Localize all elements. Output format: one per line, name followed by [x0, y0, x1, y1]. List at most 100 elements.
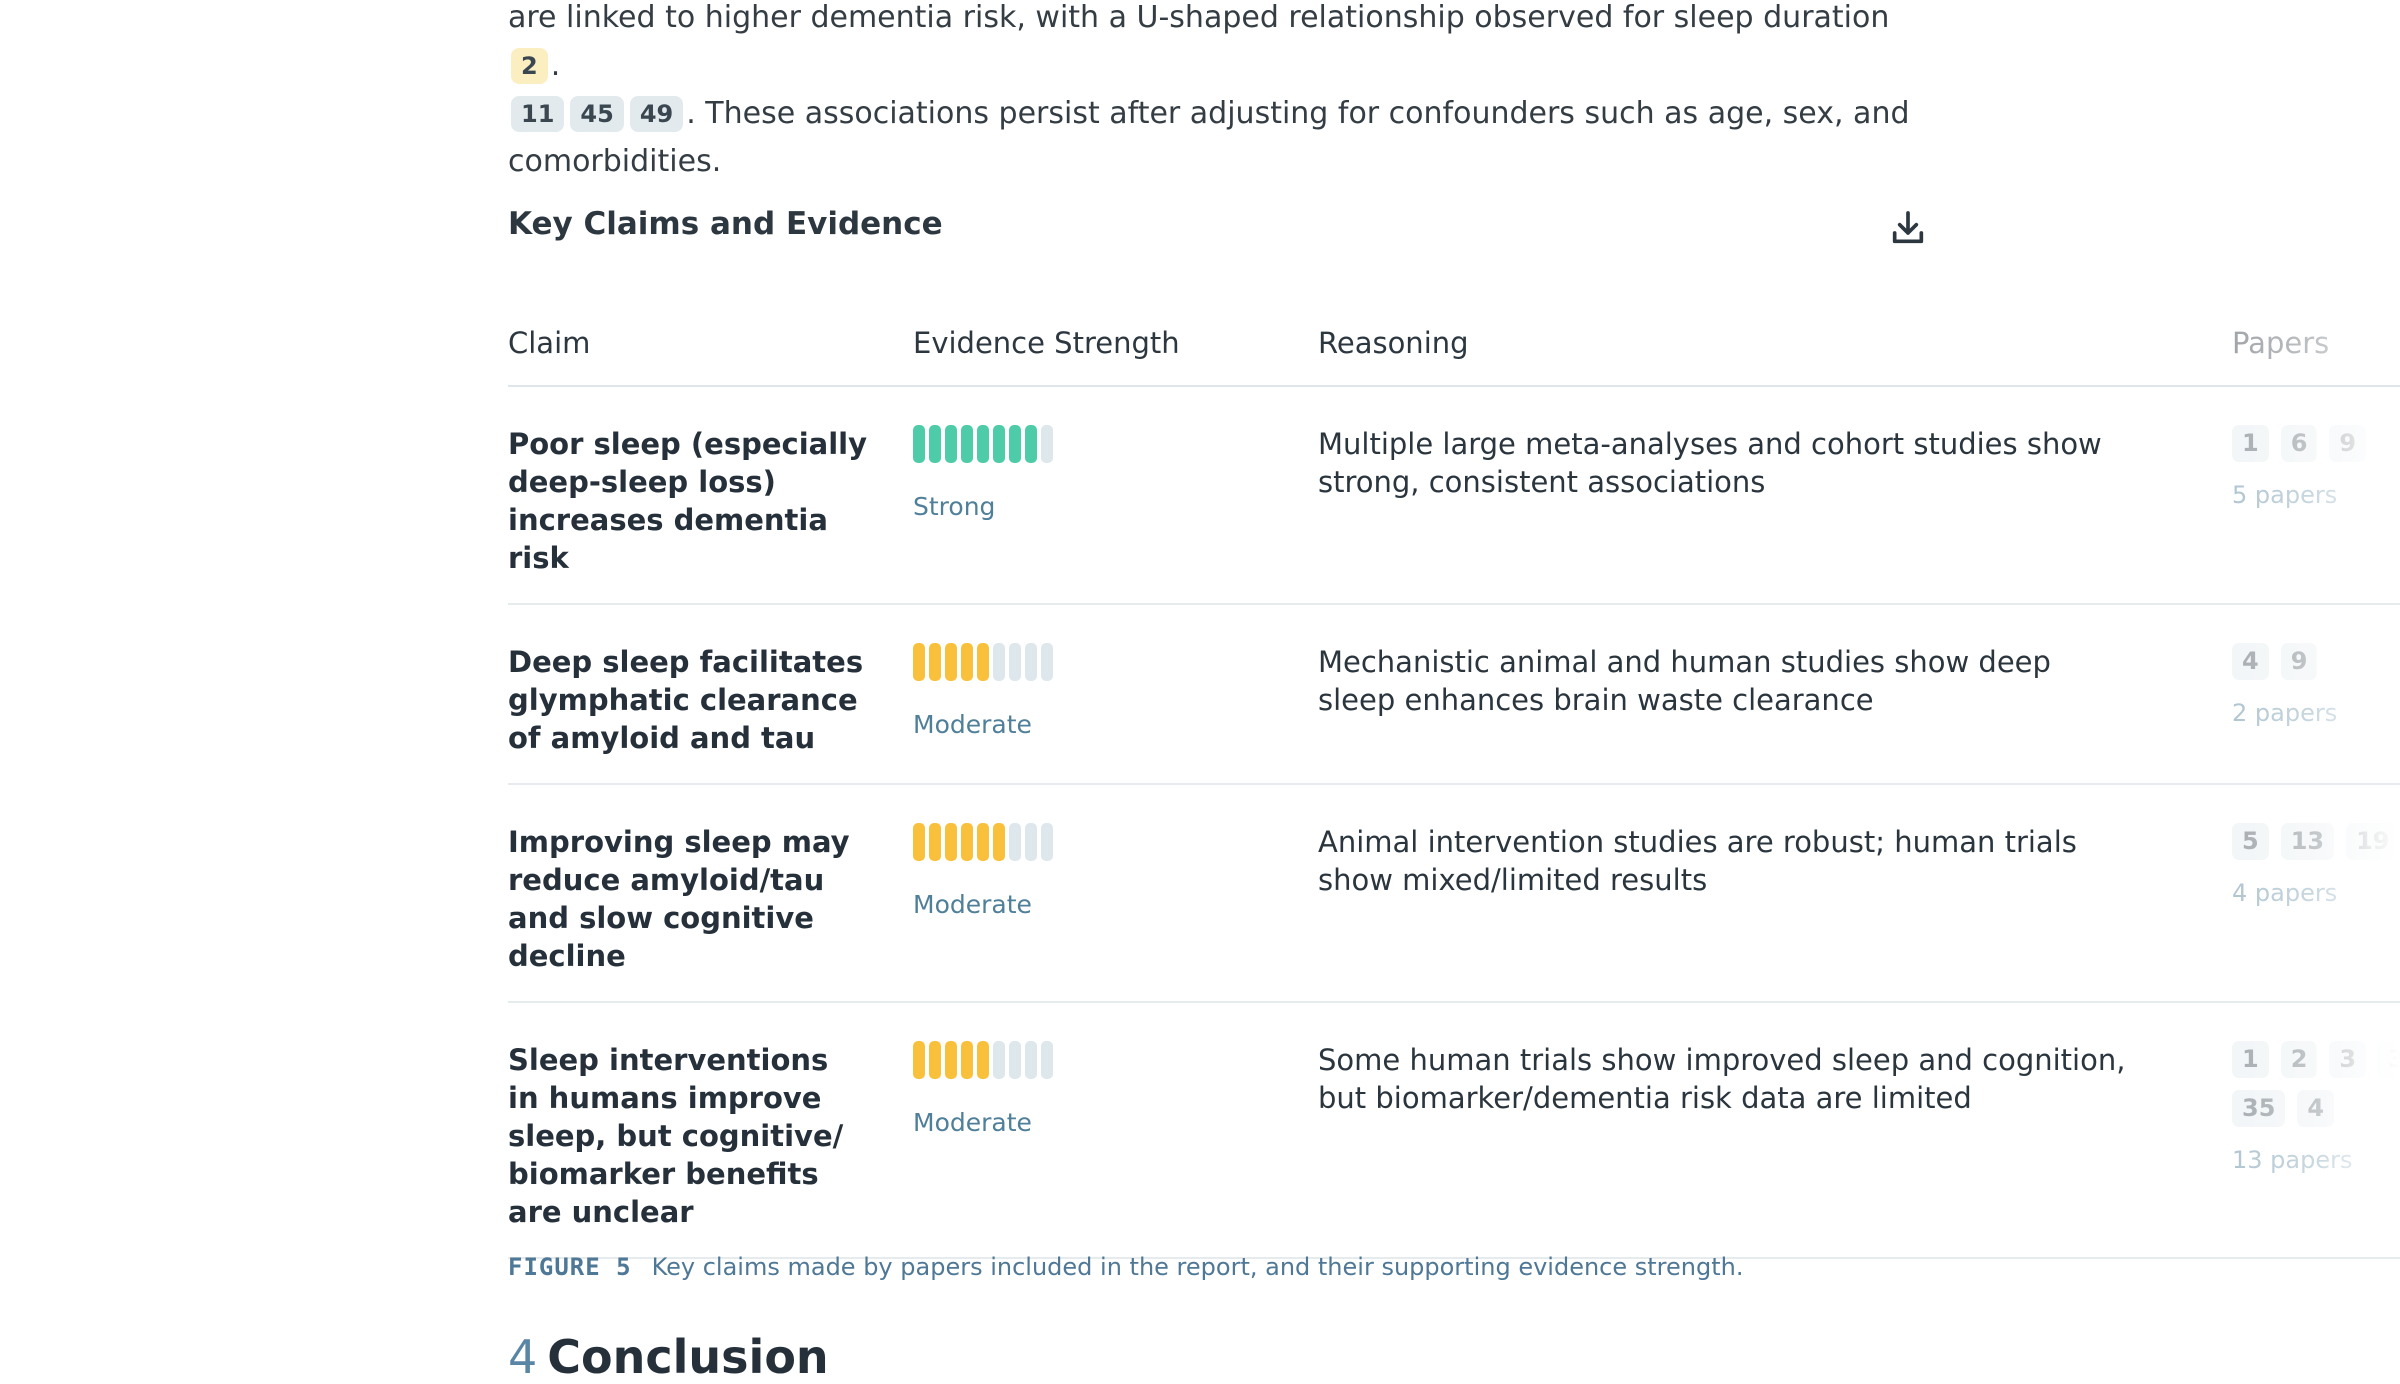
- strength-bar-filled: [929, 425, 941, 463]
- strength-cell: Strong: [913, 425, 1318, 577]
- strength-meter: [913, 1041, 1053, 1079]
- intro-text: .: [550, 48, 561, 83]
- strength-meter: [913, 823, 1053, 861]
- strength-label: Moderate: [913, 710, 1032, 739]
- reasoning-cell: Multiple large meta-analyses and cohort …: [1318, 427, 2102, 499]
- strength-bar-empty: [1009, 1041, 1021, 1079]
- page: are linked to higher dementia risk, with…: [508, 0, 2400, 1384]
- intro-text: . These associations persist after adjus…: [508, 96, 1910, 179]
- strength-bar-filled: [961, 425, 973, 463]
- strength-bar-filled: [929, 643, 941, 681]
- strength-bar-filled: [993, 823, 1005, 861]
- section-title: Conclusion: [547, 1330, 829, 1384]
- strength-bar-filled: [961, 1041, 973, 1079]
- citation: 49: [629, 96, 684, 132]
- paper-citation: 1: [2232, 425, 2269, 462]
- paper-list: 123 32 35 4: [2232, 1041, 2400, 1127]
- strength-bar-filled: [929, 823, 941, 861]
- strength-bar-filled: [993, 425, 1005, 463]
- strength-bar-filled: [977, 425, 989, 463]
- paper-citation: 4: [2297, 1090, 2335, 1127]
- strength-bar-empty: [1025, 1041, 1037, 1079]
- paper-citation: 9: [2280, 643, 2318, 680]
- paper-citation: 2: [2280, 1041, 2318, 1078]
- strength-bar-filled: [977, 1041, 989, 1079]
- paper-count: 13 papers: [2232, 1146, 2353, 1174]
- paper-citation: 19: [2346, 823, 2400, 860]
- claims-table: Claim Evidence Strength Reasoning Papers…: [508, 300, 2400, 1259]
- paper-citation: 4: [2232, 643, 2269, 680]
- strength-bar-filled: [977, 643, 989, 681]
- table-row: Improving sleep may reduce amyloid/tau a…: [508, 785, 2400, 1003]
- paper-count: 4 papers: [2232, 879, 2338, 907]
- intro-paragraph: are linked to higher dementia risk, with…: [508, 0, 1938, 186]
- strength-bar-filled: [945, 643, 957, 681]
- citation: 11: [511, 96, 565, 132]
- table-row: Poor sleep (especially deep-sleep loss) …: [508, 387, 2400, 605]
- figure-label: FIGURE 5: [508, 1253, 632, 1281]
- paper-count: 2 papers: [2232, 699, 2338, 727]
- intro-text: are linked to higher dementia risk, with…: [508, 0, 1890, 35]
- paper-citation: 6: [2280, 425, 2318, 462]
- reasoning-cell: Mechanistic animal and human studies sho…: [1318, 645, 2051, 717]
- papers-cell: 123 32 35 4 13 papers: [2232, 1041, 2400, 1231]
- header-cell: Papers: [2232, 325, 2330, 360]
- strength-bar-filled: [1009, 425, 1021, 463]
- paper-citation: 5: [2232, 823, 2269, 860]
- paper-citation: 3: [2329, 1041, 2367, 1078]
- strength-label: Moderate: [913, 890, 1032, 919]
- strength-bar-filled: [961, 643, 973, 681]
- strength-bar-empty: [1041, 425, 1053, 463]
- claim-cell: Poor sleep (especially deep-sleep loss) …: [508, 427, 867, 575]
- figure-caption: FIGURE 5 Key claims made by papers includ…: [508, 1253, 1743, 1281]
- strength-label: Strong: [913, 492, 996, 521]
- header-cell: Reasoning: [1318, 325, 1469, 360]
- download-button[interactable]: [1888, 208, 1928, 248]
- strength-bar-filled: [977, 823, 989, 861]
- strength-bar-empty: [1041, 1041, 1053, 1079]
- strength-cell: Moderate: [913, 643, 1318, 757]
- strength-bar-filled: [913, 1041, 925, 1079]
- strength-bar-empty: [1009, 643, 1021, 681]
- caption-text: Key claims made by papers included in th…: [651, 1253, 1744, 1281]
- strength-bar-filled: [961, 823, 973, 861]
- paper-list: 5 13 19: [2232, 823, 2400, 860]
- strength-meter: [913, 643, 1053, 681]
- strength-bar-filled: [929, 1041, 941, 1079]
- paper-citation: 1: [2232, 1041, 2269, 1078]
- paper-count: 5 papers: [2232, 481, 2338, 509]
- claim-cell: Sleep interventions in humans improve sl…: [508, 1043, 844, 1229]
- table-row: Sleep interventions in humans improve sl…: [508, 1003, 2400, 1259]
- strength-cell: Moderate: [913, 823, 1318, 975]
- claim-cell: Improving sleep may reduce amyloid/tau a…: [508, 825, 850, 973]
- section-number: 4: [508, 1330, 538, 1384]
- strength-meter: [913, 425, 1053, 463]
- strength-bar-filled: [913, 643, 925, 681]
- table-row: Deep sleep facilitates glymphatic cleara…: [508, 605, 2400, 785]
- strength-bar-filled: [945, 823, 957, 861]
- strength-cell: Moderate: [913, 1041, 1318, 1231]
- strength-bar-empty: [993, 1041, 1005, 1079]
- paper-citation: 32: [2378, 1041, 2400, 1078]
- header-cell: Claim: [508, 325, 591, 360]
- strength-bar-empty: [1025, 643, 1037, 681]
- strength-bar-empty: [1025, 823, 1037, 861]
- papers-cell: 5 13 19 4 papers: [2232, 823, 2400, 975]
- strength-label: Moderate: [913, 1108, 1032, 1137]
- paper-citation: 35: [2232, 1090, 2286, 1127]
- strength-bar-empty: [1009, 823, 1021, 861]
- paper-citation: 9: [2329, 425, 2367, 462]
- strength-bar-filled: [913, 425, 925, 463]
- table-header: Claim Evidence Strength Reasoning Papers: [508, 300, 2400, 387]
- strength-bar-empty: [1041, 643, 1053, 681]
- strength-bar-empty: [1041, 823, 1053, 861]
- citation: 45: [570, 96, 624, 132]
- section-title: Key Claims and Evidence: [508, 206, 943, 242]
- reasoning-cell: Animal intervention studies are robust; …: [1318, 825, 2077, 897]
- citation: 2: [511, 48, 548, 84]
- header-cell: Evidence Strength: [913, 325, 1180, 360]
- claim-cell: Deep sleep facilitates glymphatic cleara…: [508, 645, 864, 755]
